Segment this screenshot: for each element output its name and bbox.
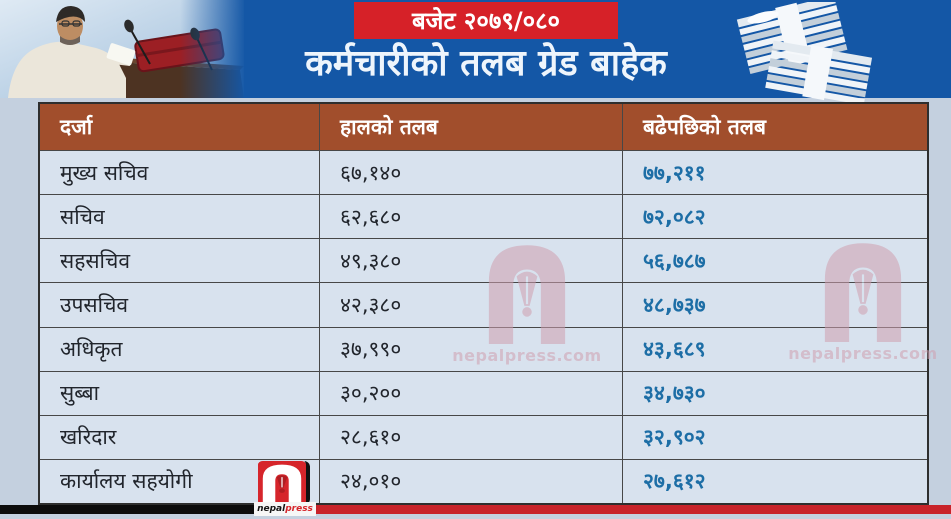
table-row: सचिव ६२,६८० ७२,०८२ (40, 194, 927, 239)
pen-nib-n-logo-icon (258, 461, 306, 505)
revised-cell: ४८,७३७ (643, 292, 706, 317)
revised-cell: ७७,२११ (643, 160, 706, 185)
col-header-current: हालको तलब (320, 104, 623, 150)
rank-cell: खरिदार (40, 415, 320, 459)
revised-cell: ७२,०८२ (643, 204, 706, 229)
current-cell: ३७,९९० (320, 327, 623, 371)
current-cell: २८,६१० (320, 415, 623, 459)
footer-brand-chip: nepal press (254, 502, 316, 516)
footer-bar-black (0, 505, 258, 514)
nepalpress-logo (258, 461, 310, 505)
current-cell: ६२,६८० (320, 195, 623, 239)
table-row: सुब्बा ३०,२०० ३४,७३० (40, 370, 927, 415)
revised-cell: ५६,७८७ (643, 248, 706, 273)
col-header-revised: बढेपछिको तलब (643, 115, 766, 139)
brand-nepal-text: nepal (257, 504, 286, 514)
brand-press-text: press (285, 504, 313, 514)
rank-cell: सुब्बा (40, 371, 320, 415)
revised-cell: २७,६१२ (643, 469, 706, 494)
revised-cell: ३४,७३० (643, 381, 706, 406)
rank-cell: अधिकृत (40, 327, 320, 371)
rank-cell: उपसचिव (40, 283, 320, 327)
current-cell: ४२,३८० (320, 283, 623, 327)
page-title: कर्मचारीको तलब ग्रेड बाहेक (305, 43, 667, 84)
rank-cell: सहसचिव (40, 239, 320, 283)
current-cell: २४,०१० (320, 459, 623, 503)
table-row: उपसचिव ४२,३८० ४८,७३७ (40, 282, 927, 327)
table-header-row: दर्जा हालको तलब बढेपछिको तलब (40, 104, 927, 150)
table-row: कार्यालय सहयोगी २४,०१० २७,६१२ (40, 458, 927, 503)
table-row: सहसचिव ४९,३८० ५६,७८७ (40, 238, 927, 283)
rank-cell: कार्यालय सहयोगी (40, 459, 320, 503)
col-header-rank: दर्जा (40, 104, 320, 150)
budget-year-badge: बजेट २०७९/०८० (354, 2, 618, 39)
photo-fade (180, 0, 246, 98)
salary-table: दर्जा हालको तलब बढेपछिको तलब मुख्य सचिव … (38, 102, 929, 505)
revised-cell: ३२,९०२ (643, 425, 706, 450)
table-row: अधिकृत ३७,९९० ४३,६८९ (40, 326, 927, 371)
current-cell: ३०,२०० (320, 371, 623, 415)
current-cell: ४९,३८० (320, 239, 623, 283)
current-cell: ६७,१४० (320, 151, 623, 195)
budget-year-label: बजेट २०७९/०८० (411, 7, 561, 35)
header-band: बजेट २०७९/०८० कर्मचारीको तलब ग्रेड बाहेक (0, 0, 951, 106)
rank-cell: मुख्य सचिव (40, 151, 320, 195)
revised-cell: ४३,६८९ (643, 337, 706, 362)
rank-cell: सचिव (40, 195, 320, 239)
footer-bar-red (315, 505, 951, 514)
money-stacks-icon (736, 2, 873, 106)
table-row: खरिदार २८,६१० ३२,९०२ (40, 414, 927, 459)
table-row: मुख्य सचिव ६७,१४० ७७,२११ (40, 150, 927, 195)
